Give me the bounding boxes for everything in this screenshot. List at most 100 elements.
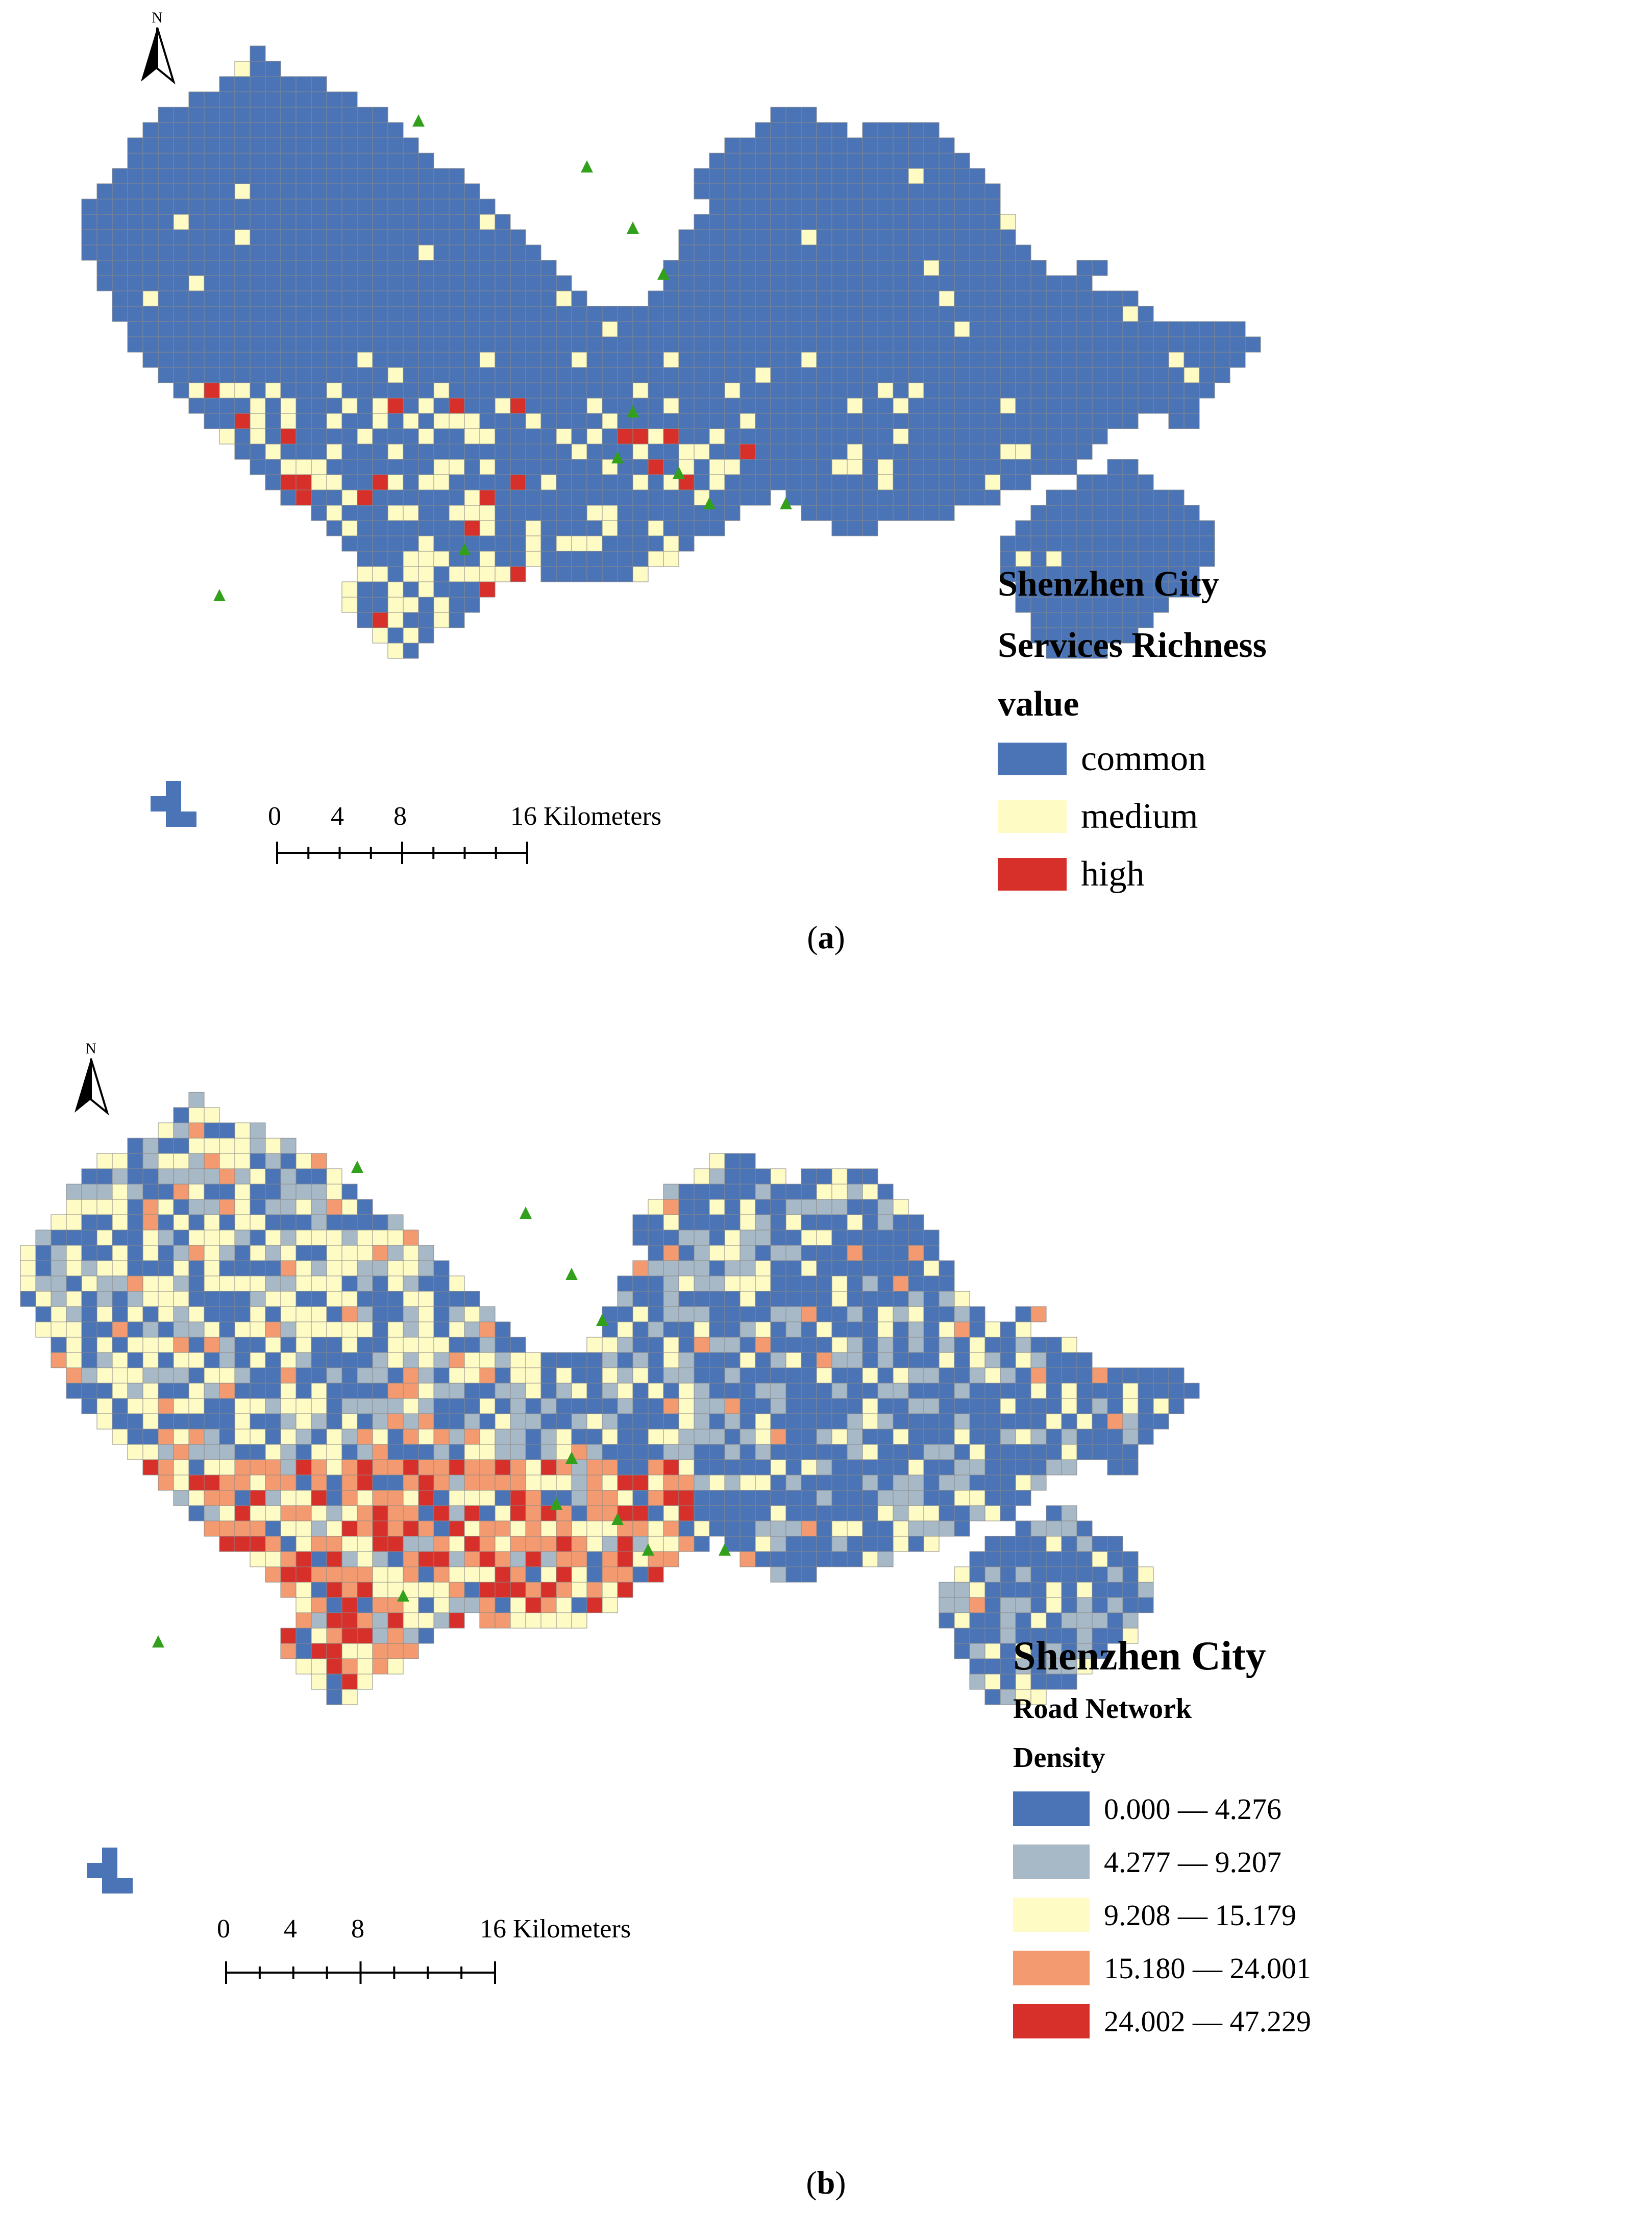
services-cell [632,566,649,582]
services-cell [1092,489,1108,506]
road-density-cell [1061,1352,1077,1368]
services-cell [433,244,450,261]
road-density-cell [709,1291,725,1307]
services-cell [984,444,1001,460]
services-cell [847,398,863,414]
services-cell [372,275,388,291]
services-cell [219,107,235,123]
services-cell [311,306,327,322]
services-cell [648,367,664,383]
services-coastal-marker [657,267,670,280]
road-density-cell [188,1184,205,1200]
road-density-cell [66,1199,82,1215]
services-cell [1092,643,1108,659]
services-cell [632,489,649,506]
services-cell [678,520,695,536]
services-cell [831,260,848,276]
services-cell [234,275,251,291]
services-cell [449,275,465,291]
services-cell [1076,643,1093,659]
road-density-cell [893,1321,909,1338]
services-coastal-marker [673,466,685,479]
services-cell [311,489,327,506]
road-density-cell [219,1245,235,1261]
services-cell [464,474,480,490]
services-cell [1076,566,1093,582]
services-cell [403,336,419,353]
services-cell [387,612,404,628]
services-cell [250,91,266,108]
services-cell [188,290,205,307]
services-cell [158,367,174,383]
road-density-cell [724,1199,741,1215]
services-cell [939,398,955,414]
services-cell [648,474,664,490]
services-cell [709,428,725,445]
services-cell [1046,352,1062,368]
services-cell [510,336,526,353]
road-density-cell [173,1321,189,1338]
road-density-cell [479,1321,496,1338]
services-cells [81,45,1261,659]
services-cell [525,459,541,475]
services-cell [188,183,205,200]
services-cell [372,627,388,644]
road-density-cell [341,1291,358,1307]
services-cell [678,444,695,460]
road-density-cell [341,1275,358,1292]
services-cell [648,551,664,567]
services-cell [831,153,848,169]
services-cell [862,260,878,276]
services-cell [540,428,557,445]
services-cell [1092,352,1108,368]
road-density-cell [265,1306,281,1322]
road-density-cell [357,1321,373,1338]
services-coastal-marker [780,497,792,509]
services-cell [739,398,756,414]
services-cell [403,643,419,659]
road-density-cell [510,1367,526,1384]
services-cell [525,505,541,521]
services-cell [495,474,511,490]
services-cell [204,244,220,261]
road-density-cell [66,1275,82,1292]
services-cell [984,275,1001,291]
services-cell [1015,520,1031,536]
road-density-cell [250,1168,266,1185]
road-density-cell [295,1275,312,1292]
services-cell [1229,352,1246,368]
services-cell [1046,413,1062,429]
services-cell [1030,444,1047,460]
road-density-cell [280,1214,297,1231]
road-density-cell [51,1275,67,1292]
services-cell [1061,290,1077,307]
road-density-cell [96,1291,113,1307]
road-density-cell [923,1291,940,1307]
road-density-cell [265,1138,281,1154]
services-cell [1076,474,1093,490]
services-cell [158,107,174,123]
services-cell [862,520,878,536]
services-cell [357,122,373,138]
services-cell [295,260,312,276]
services-cell [984,199,1001,215]
services-cell [464,199,480,215]
services-cell [770,367,786,383]
road-density-cell [449,1291,465,1307]
services-cell [877,413,894,429]
services-cell [1107,612,1123,628]
services-cell [387,382,404,399]
services-cell [954,398,970,414]
road-density-cell [540,1352,557,1368]
services-cell [173,275,189,291]
services-cell [219,137,235,154]
road-density-cell [908,1275,924,1292]
services-cell [357,474,373,490]
road-density-cell [449,1306,465,1322]
road-density-cell [449,1275,465,1292]
road-density-cell [96,1275,113,1292]
services-cell [939,321,955,337]
services-cell [862,398,878,414]
services-cell [357,398,373,414]
services-cell [1168,413,1185,429]
